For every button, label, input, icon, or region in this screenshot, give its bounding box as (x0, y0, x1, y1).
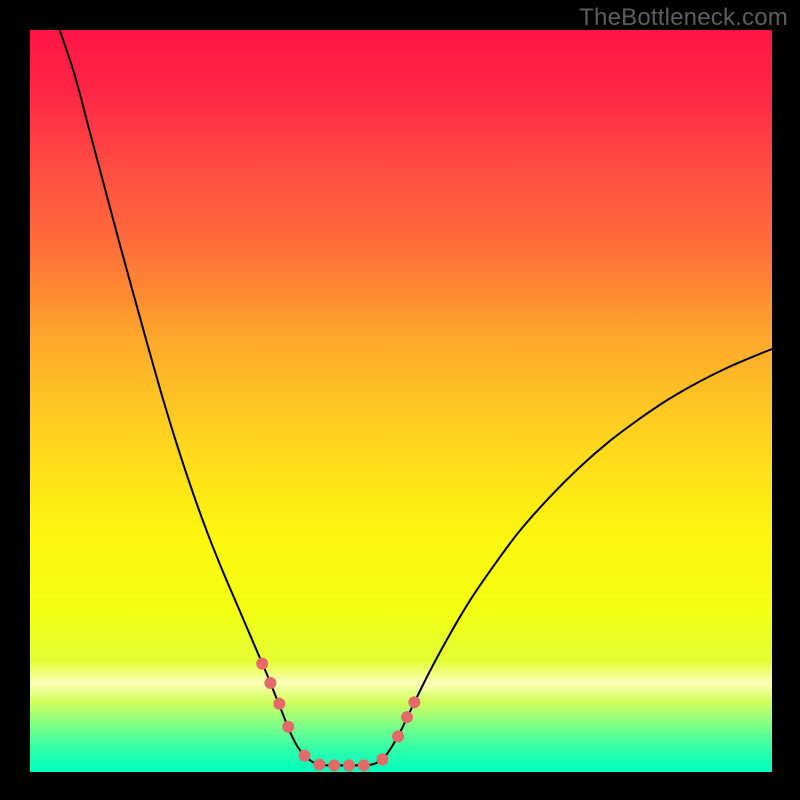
marker-dot (408, 696, 420, 708)
watermark-label: TheBottleneck.com (579, 4, 788, 32)
optimal-range-markers (256, 658, 420, 772)
marker-dot (401, 711, 413, 723)
marker-dot (392, 730, 404, 742)
marker-dot (282, 721, 294, 733)
marker-dot (343, 759, 355, 771)
marker-dot (256, 658, 268, 670)
marker-dot (358, 759, 370, 771)
marker-dot (328, 759, 340, 771)
marker-dot (376, 753, 388, 765)
marker-dot (299, 750, 311, 762)
marker-dot (264, 677, 276, 689)
plot-area (30, 30, 772, 772)
marker-dot (273, 698, 285, 710)
bottleneck-chart-figure: TheBottleneck.com (0, 0, 800, 800)
curve-left-branch (60, 30, 349, 765)
bottleneck-curve (30, 30, 772, 772)
marker-dot (313, 759, 325, 771)
